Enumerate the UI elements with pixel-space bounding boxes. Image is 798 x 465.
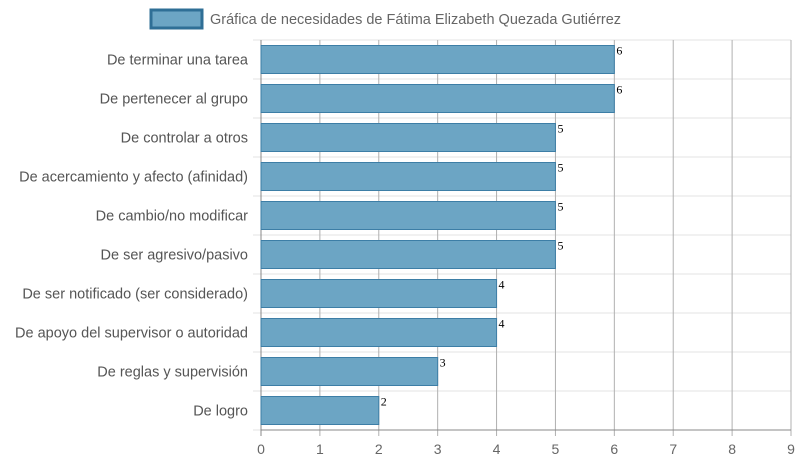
category-label: De reglas y supervisión bbox=[97, 365, 248, 381]
bar[interactable] bbox=[260, 396, 380, 425]
category-label: De cambio/no modificar bbox=[96, 209, 248, 225]
bar[interactable] bbox=[260, 279, 498, 308]
bar[interactable] bbox=[260, 240, 556, 269]
bar[interactable] bbox=[260, 123, 556, 152]
x-axis-ticks: 0 1 2 3 4 5 6 7 8 9 bbox=[257, 441, 795, 457]
bar[interactable] bbox=[260, 45, 615, 74]
category-label: De pertenecer al grupo bbox=[100, 92, 248, 108]
bar[interactable] bbox=[260, 201, 556, 230]
category-label: De terminar una tarea bbox=[107, 53, 249, 69]
bar[interactable] bbox=[260, 162, 556, 191]
bar[interactable] bbox=[260, 318, 498, 347]
category-label: De acercamiento y afecto (afinidad) bbox=[19, 170, 248, 186]
data-label: 5 bbox=[557, 161, 563, 175]
legend-label: Gráfica de necesidades de Fátima Elizabe… bbox=[210, 12, 621, 28]
x-tick-label: 0 bbox=[257, 441, 265, 457]
data-label: 6 bbox=[616, 44, 622, 58]
x-tick-label: 6 bbox=[610, 441, 618, 457]
data-label: 4 bbox=[499, 317, 505, 331]
category-label: De ser agresivo/pasivo bbox=[101, 248, 249, 264]
category-label: De ser notificado (ser considerado) bbox=[22, 287, 248, 303]
data-label: 5 bbox=[557, 200, 563, 214]
x-tick-label: 1 bbox=[316, 441, 324, 457]
x-tick-label: 5 bbox=[552, 441, 560, 457]
x-tick-label: 4 bbox=[493, 441, 501, 457]
data-label: 4 bbox=[499, 278, 505, 292]
x-tick-label: 8 bbox=[728, 441, 736, 457]
category-label: De controlar a otros bbox=[121, 131, 248, 147]
x-tick-label: 2 bbox=[375, 441, 383, 457]
category-label: De apoyo del supervisor o autoridad bbox=[15, 326, 248, 342]
bar[interactable] bbox=[260, 357, 439, 386]
x-tick-label: 7 bbox=[669, 441, 677, 457]
bar[interactable] bbox=[260, 84, 615, 113]
data-label: 5 bbox=[557, 122, 563, 136]
data-label: 5 bbox=[557, 239, 563, 253]
x-tick-label: 9 bbox=[787, 441, 795, 457]
chart-legend[interactable]: Gráfica de necesidades de Fátima Elizabe… bbox=[149, 8, 621, 30]
chart-bars bbox=[260, 45, 615, 425]
x-tick-label: 3 bbox=[434, 441, 442, 457]
data-labels: 6 6 5 5 5 5 4 4 3 2 bbox=[381, 44, 623, 409]
data-label: 6 bbox=[616, 83, 622, 97]
data-label: 3 bbox=[440, 356, 446, 370]
category-label: De logro bbox=[193, 404, 248, 420]
data-label: 2 bbox=[381, 395, 387, 409]
legend-swatch bbox=[149, 8, 204, 30]
category-labels: De terminar una tarea De pertenecer al gr… bbox=[15, 53, 249, 420]
